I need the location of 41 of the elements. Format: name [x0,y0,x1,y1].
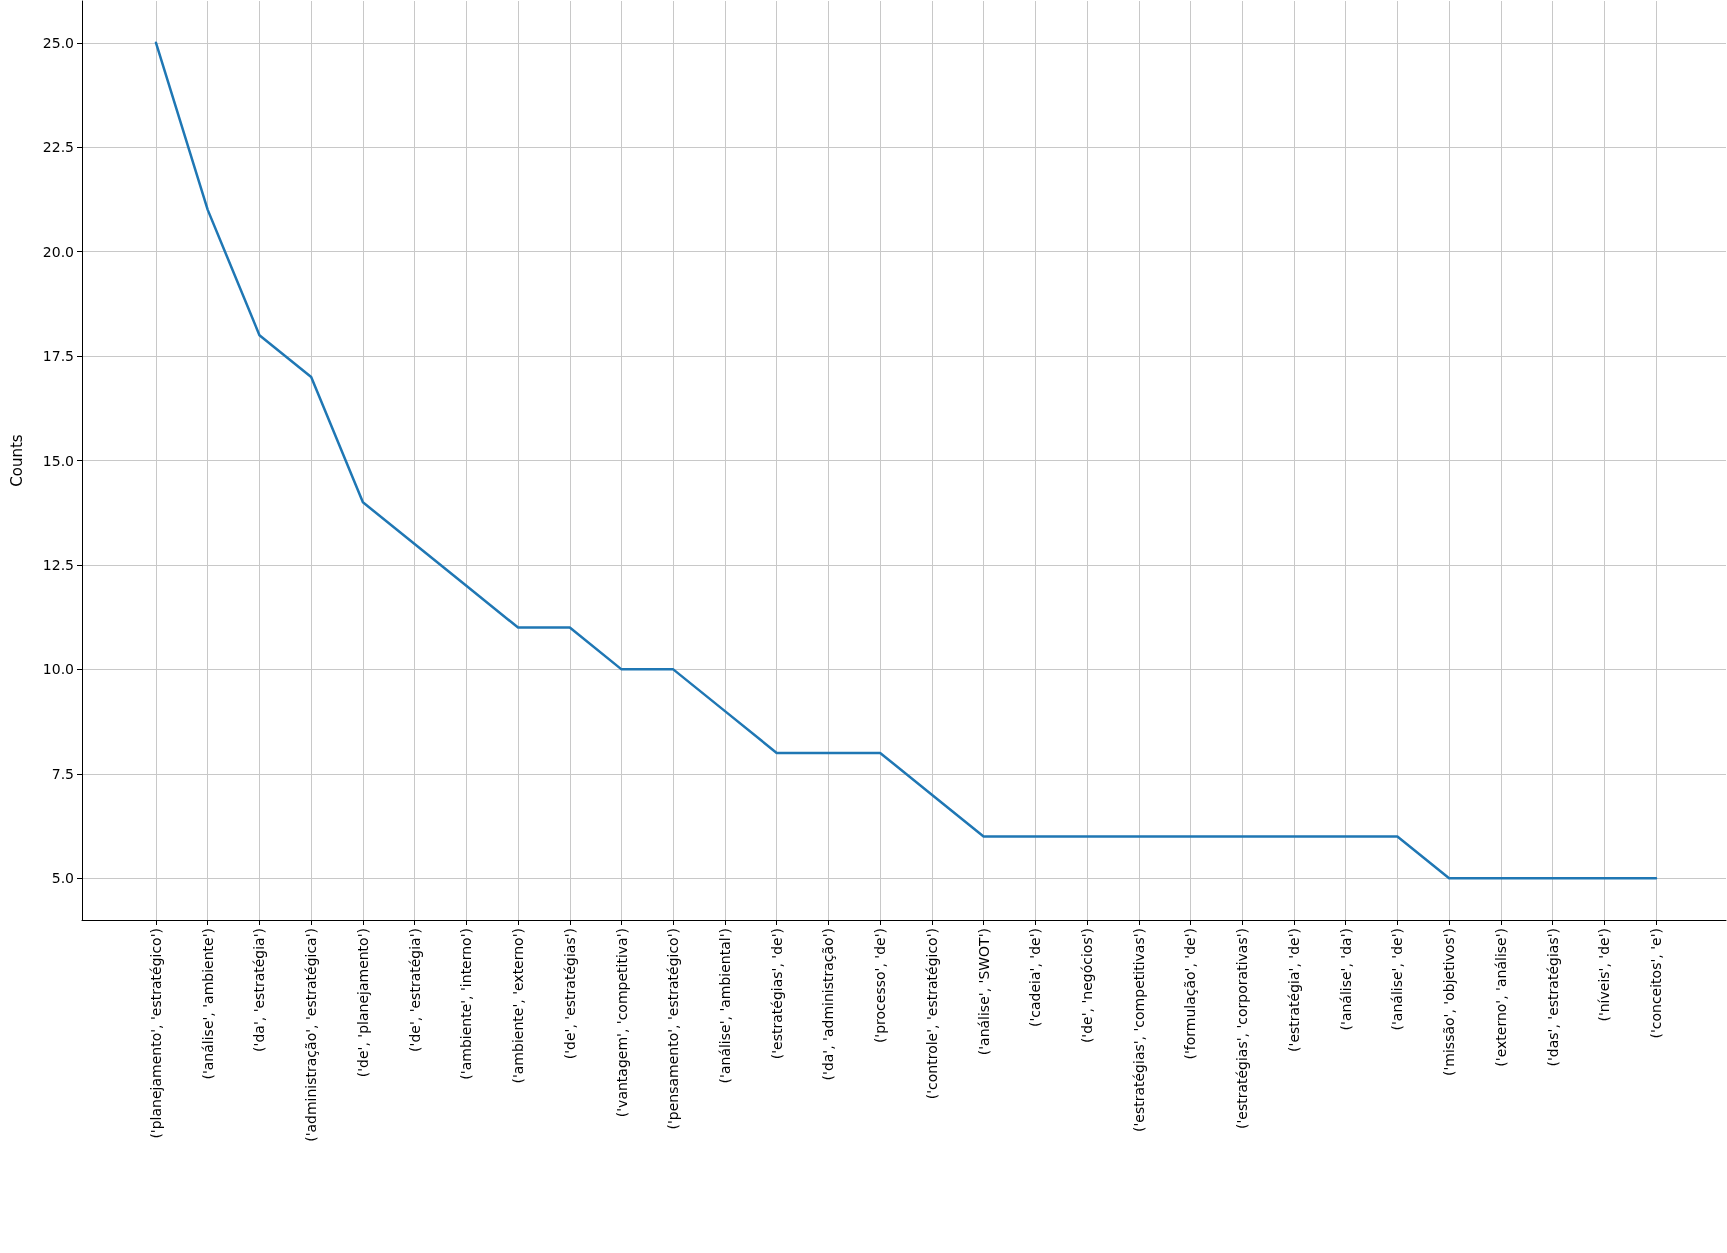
x-tick-label: ('análise', 'ambiente') [199,928,216,1080]
x-tick-label: ('ambiente', 'interno') [458,928,475,1080]
x-tick-label: ('externo', 'análise') [1492,928,1509,1067]
line-series [154,41,1658,880]
x-tick-label: ('de', 'negócios') [1079,928,1096,1044]
x-tick-label: ('análise', 'da') [1337,928,1354,1031]
x-tick-label: ('administração', 'estratégica') [303,928,320,1142]
x-tick-label: ('das', 'estratégias') [1544,928,1561,1067]
y-tick-label: 5.0 [51,870,74,887]
x-tick-label: ('formulação', 'de') [1182,928,1199,1060]
x-tick-label: ('de', 'planejamento') [354,928,371,1078]
x-tick-label: ('estratégia', 'de') [1285,928,1302,1052]
y-axis-title: Counts [7,434,26,487]
x-tick-label: ('níveis', 'de') [1596,928,1613,1022]
x-tick-label: ('estratégias', 'corporativas') [1234,928,1251,1130]
x-tick-label: ('ambiente', 'externo') [510,928,527,1084]
y-tick-label: 10.0 [42,661,74,678]
y-tick-label: 22.5 [42,139,74,156]
x-tick-label: ('de', 'estratégias') [561,928,578,1060]
x-tick-label: ('pensamento', 'estratégico') [665,928,682,1130]
x-tick-label: ('estratégias', 'de') [768,928,785,1060]
x-tick-label: ('de', 'estratégia') [406,928,423,1052]
x-tick-label: ('planejamento', 'estratégico') [148,928,164,1139]
x-tick-label: ('conceitos', 'e') [1648,928,1664,1039]
y-tick-label: 25.0 [42,34,74,51]
x-tick-label: ('estratégias', 'competitivas') [1130,928,1147,1133]
y-tick-label: 12.5 [42,556,74,573]
x-tick-label: ('da', 'estratégia') [251,928,268,1052]
x-tick-label: ('vantagem', 'competitiva') [613,928,630,1118]
y-tick-label: 17.5 [42,348,74,365]
x-tick-label: ('da', 'administração') [820,928,837,1081]
x-tick-label: ('análise', 'ambiental') [716,928,733,1084]
y-tick-label: 7.5 [51,765,74,782]
y-tick-label: 20.0 [42,243,74,260]
x-tick-label: ('controle', 'estratégico') [923,928,940,1100]
x-tick-label: ('análise', 'de') [1389,928,1406,1031]
y-tick-label: 15.0 [42,452,74,469]
x-tick-label: ('missão', 'objetivos') [1441,928,1458,1076]
x-tick-label: ('cadeia', 'de') [1027,928,1044,1027]
x-tick-label: ('processo', 'de') [872,928,889,1044]
x-tick-label: ('análise', 'SWOT') [975,928,992,1056]
